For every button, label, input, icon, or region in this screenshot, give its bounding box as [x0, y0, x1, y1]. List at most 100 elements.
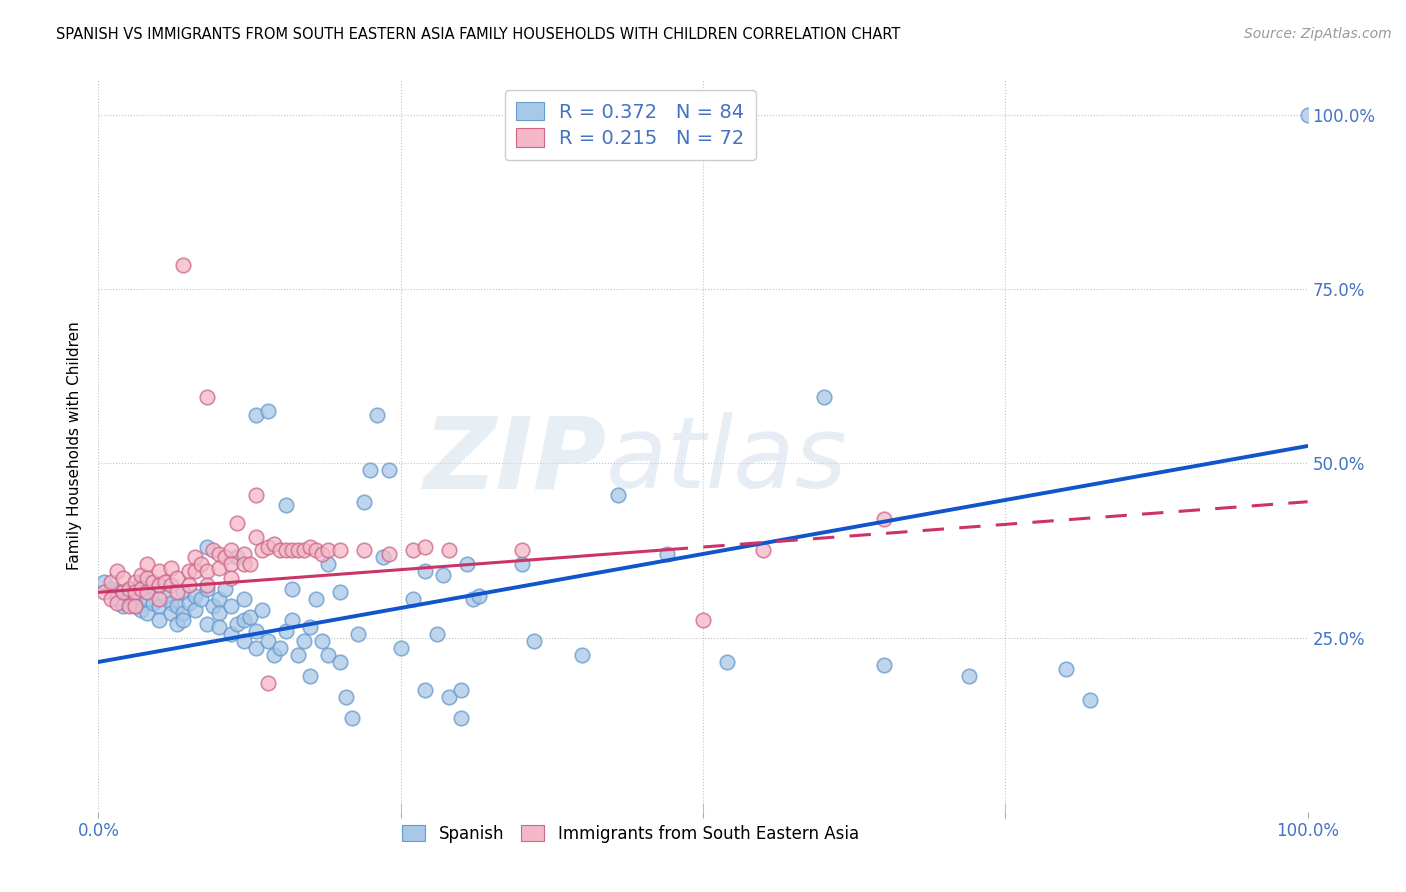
Point — [342, 711, 364, 725]
Point — [292, 543, 315, 558]
Point — [105, 596, 128, 610]
Point — [1054, 662, 1077, 676]
Point — [160, 596, 183, 610]
Point — [195, 578, 218, 592]
Point — [208, 561, 231, 575]
Point — [202, 599, 225, 614]
Point — [195, 616, 218, 631]
Point — [226, 516, 249, 530]
Point — [316, 558, 339, 572]
Point — [221, 543, 243, 558]
Point — [245, 488, 267, 502]
Point — [232, 547, 254, 561]
Point — [153, 574, 176, 589]
Point — [607, 488, 630, 502]
Point — [179, 596, 201, 610]
Point — [263, 648, 285, 662]
Text: SPANISH VS IMMIGRANTS FROM SOUTH EASTERN ASIA FAMILY HOUSEHOLDS WITH CHILDREN CO: SPANISH VS IMMIGRANTS FROM SOUTH EASTERN… — [56, 27, 901, 42]
Point — [208, 620, 231, 634]
Point — [202, 543, 225, 558]
Point — [245, 530, 267, 544]
Point — [226, 616, 249, 631]
Point — [329, 543, 352, 558]
Point — [250, 603, 273, 617]
Point — [389, 640, 412, 655]
Point — [245, 408, 267, 422]
Point — [184, 565, 207, 579]
Point — [510, 543, 533, 558]
Point — [456, 558, 478, 572]
Point — [160, 561, 183, 575]
Point — [335, 690, 357, 704]
Point — [450, 711, 472, 725]
Point — [305, 543, 328, 558]
Point — [166, 585, 188, 599]
Point — [105, 592, 128, 607]
Point — [129, 603, 152, 617]
Point — [190, 558, 212, 572]
Point — [437, 543, 460, 558]
Point — [437, 690, 460, 704]
Point — [402, 543, 425, 558]
Point — [256, 540, 278, 554]
Point — [329, 655, 352, 669]
Point — [371, 550, 394, 565]
Point — [1296, 108, 1319, 122]
Point — [214, 582, 236, 596]
Point — [232, 558, 254, 572]
Point — [463, 592, 485, 607]
Y-axis label: Family Households with Children: Family Households with Children — [67, 322, 83, 570]
Point — [100, 574, 122, 589]
Point — [226, 550, 249, 565]
Point — [692, 613, 714, 627]
Text: Source: ZipAtlas.com: Source: ZipAtlas.com — [1244, 27, 1392, 41]
Point — [148, 592, 170, 607]
Point — [655, 547, 678, 561]
Point — [873, 512, 896, 526]
Point — [305, 592, 328, 607]
Point — [281, 582, 304, 596]
Point — [263, 536, 285, 550]
Point — [353, 543, 375, 558]
Point — [432, 567, 454, 582]
Point — [195, 540, 218, 554]
Point — [413, 565, 436, 579]
Point — [105, 585, 128, 599]
Point — [269, 543, 291, 558]
Point — [245, 640, 267, 655]
Point — [269, 640, 291, 655]
Point — [571, 648, 593, 662]
Point — [118, 599, 141, 614]
Point — [316, 543, 339, 558]
Point — [299, 620, 322, 634]
Point — [360, 463, 382, 477]
Point — [124, 574, 146, 589]
Point — [232, 613, 254, 627]
Point — [316, 648, 339, 662]
Point — [148, 578, 170, 592]
Point — [256, 634, 278, 648]
Point — [148, 599, 170, 614]
Point — [239, 609, 262, 624]
Point — [426, 627, 449, 641]
Point — [256, 404, 278, 418]
Point — [957, 669, 980, 683]
Point — [111, 599, 134, 614]
Point — [179, 578, 201, 592]
Point — [166, 616, 188, 631]
Point — [813, 390, 835, 404]
Point — [366, 408, 388, 422]
Point — [208, 592, 231, 607]
Point — [118, 582, 141, 596]
Point — [184, 550, 207, 565]
Point — [274, 498, 297, 512]
Point — [160, 606, 183, 620]
Point — [239, 558, 262, 572]
Point — [195, 582, 218, 596]
Point — [208, 547, 231, 561]
Point — [510, 558, 533, 572]
Point — [299, 540, 322, 554]
Point — [208, 606, 231, 620]
Point — [184, 603, 207, 617]
Point — [274, 543, 297, 558]
